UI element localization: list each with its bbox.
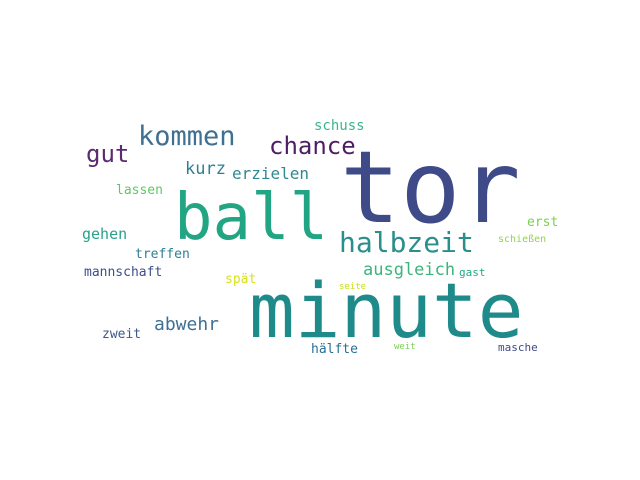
word-lassen: lassen: [116, 183, 163, 198]
word-gast: gast: [459, 266, 486, 279]
word-gehen: gehen: [82, 225, 128, 243]
word-spat: spät: [225, 272, 257, 287]
word-treffen: treffen: [135, 247, 190, 262]
word-erst: erst: [527, 215, 559, 230]
word-weit: weit: [394, 342, 416, 352]
word-halbzeit: halbzeit: [339, 226, 474, 259]
word-mannschaft: mannschaft: [84, 265, 163, 280]
word-halfte: hälfte: [311, 342, 358, 357]
word-kommen: kommen: [138, 121, 236, 152]
word-minute: minute: [249, 266, 524, 355]
word-schuss: schuss: [314, 118, 365, 134]
word-chance: chance: [269, 132, 356, 160]
word-ausgleich: ausgleich: [363, 260, 456, 280]
word-zweit: zweit: [102, 327, 142, 342]
word-seite: seite: [339, 282, 367, 292]
word-schiessen: schießen: [498, 234, 547, 245]
word-tor: tor: [340, 129, 521, 246]
word-abwehr: abwehr: [154, 314, 220, 335]
word-ball: ball: [174, 181, 329, 255]
word-kurz: kurz: [185, 159, 226, 179]
word-masche: masche: [498, 341, 538, 354]
word-gut: gut: [86, 140, 130, 168]
word-erzielen: erzielen: [232, 164, 310, 183]
